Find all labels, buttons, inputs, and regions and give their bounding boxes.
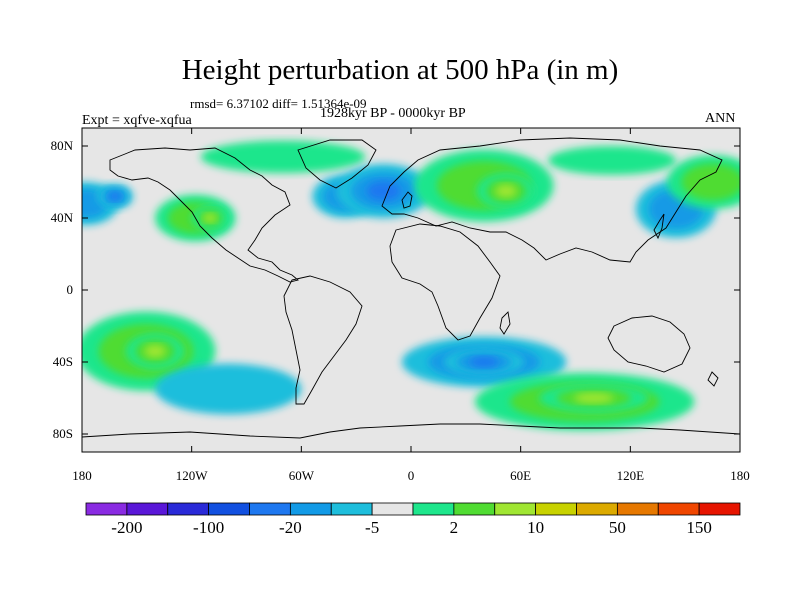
colorbar-swatch — [616, 502, 659, 516]
colorbar-swatch — [494, 502, 537, 516]
anomaly-region-4-level-1 — [200, 140, 366, 173]
anomaly-region-16-level-3 — [469, 356, 499, 368]
colorbar-swatch — [85, 502, 128, 516]
lat-label: 80N — [50, 138, 73, 153]
colorbar-swatch — [576, 502, 618, 516]
colorbar-swatch — [249, 502, 291, 516]
lon-label: 180 — [730, 468, 750, 483]
colorbar-label: -20 — [279, 518, 302, 537]
antarctica-coast — [82, 423, 740, 439]
anomaly-region-14-level-1 — [155, 363, 302, 415]
colorbar-label: -200 — [111, 518, 143, 537]
coastlines — [82, 137, 740, 439]
lon-label: 60W — [288, 468, 314, 483]
colorbar-label: 150 — [686, 518, 712, 537]
lon-label: 180 — [72, 468, 92, 483]
colorbar-label: -100 — [193, 518, 225, 537]
colorbar-swatch — [535, 502, 577, 516]
colorbar-swatch — [453, 502, 496, 516]
lon-label: 0 — [407, 468, 415, 483]
madagascar-coast — [499, 311, 511, 335]
british-isles-coast — [401, 191, 413, 209]
eurasia-coast — [381, 137, 723, 263]
lat-label: 40S — [52, 354, 73, 369]
figure-title: Height perturbation at 500 hPa (in m) — [181, 54, 619, 86]
anomaly-region-9-level-1 — [548, 146, 677, 175]
lon-label: 120E — [616, 468, 645, 483]
colorbar-label: 50 — [608, 518, 626, 537]
axis-ticks — [81, 128, 741, 452]
greenland-coast — [297, 139, 377, 189]
colorbar-swatch — [167, 502, 210, 516]
lon-label: 120W — [175, 468, 208, 483]
colorbar-swatch — [698, 502, 741, 516]
season-label: ANN — [705, 111, 736, 126]
anomaly-region-8-level-3 — [495, 184, 517, 198]
anomaly-region-18-level-3 — [574, 392, 614, 404]
statistics-text: rmsd= 6.37102 diff= 1.51364e-09 — [190, 96, 367, 111]
height-field — [82, 128, 740, 452]
lat-label: 0 — [66, 282, 74, 297]
anomaly-region-6-level-3 — [366, 181, 401, 201]
new-zealand-coast — [707, 371, 719, 387]
japan-coast — [653, 213, 665, 240]
colorbar — [85, 502, 741, 516]
north-america-coast — [109, 147, 299, 283]
colorbar-swatch — [289, 502, 332, 516]
anomaly-region-3-level-3 — [203, 213, 217, 223]
colorbar-swatch — [330, 502, 373, 516]
lat-label: 40N — [50, 210, 73, 225]
colorbar-swatch — [208, 502, 250, 516]
anomaly-region-13-level-3 — [144, 344, 166, 358]
australia-coast — [607, 315, 691, 373]
south-america-coast — [283, 275, 363, 405]
colorbar-swatch — [371, 502, 414, 516]
colorbar-label: -5 — [365, 518, 380, 537]
colorbar-label: 10 — [527, 518, 545, 537]
colorbar-swatch — [412, 502, 455, 516]
experiment-label: Expt = xqfve-xqfua — [82, 113, 192, 128]
colorbar-swatch — [657, 502, 700, 516]
colorbar-label: 2 — [449, 518, 459, 537]
lat-label: 80S — [52, 426, 73, 441]
colorbar-swatch — [126, 502, 169, 516]
period-label: 1928kyr BP - 0000kyr BP — [320, 106, 466, 121]
anomaly-region-11-level-2 — [681, 163, 740, 201]
africa-coast — [389, 223, 501, 341]
anomaly-region-1-level-3 — [108, 191, 122, 201]
lon-label: 60E — [510, 468, 532, 483]
